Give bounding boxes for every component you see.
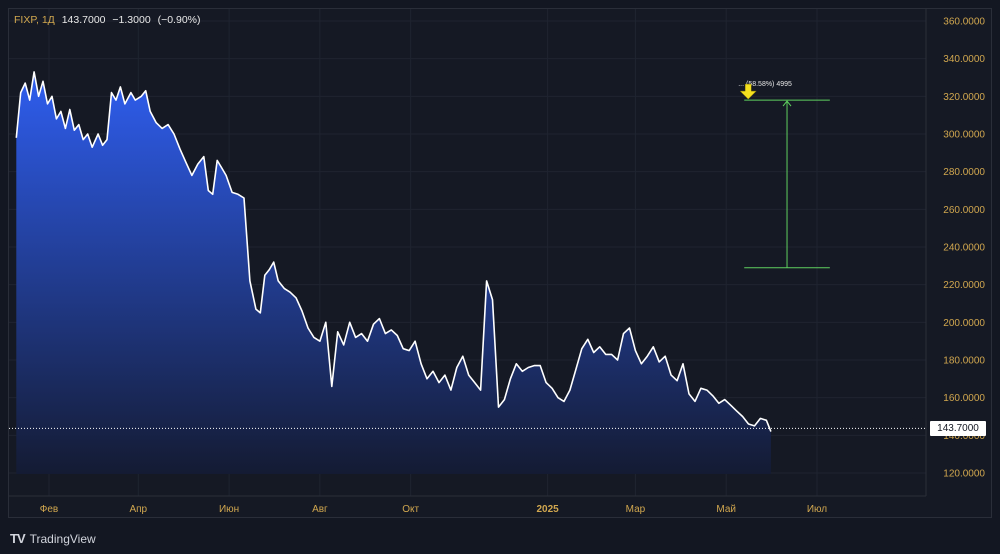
y-tick-label: 260.0000 xyxy=(943,205,985,216)
symbol-legend: FIXP, 1Д 143.7000 −1.3000 (−0.90%) xyxy=(14,14,201,26)
area-layer xyxy=(15,71,772,475)
measure-label: ... (58.58%) 4995 xyxy=(738,81,792,88)
y-tick-label: 180.0000 xyxy=(943,356,985,367)
time-axis[interactable]: Фев Апр Июн Авг Окт 2025 Мар Май Июл xyxy=(9,495,926,515)
change-percent: (−0.90%) xyxy=(157,14,201,26)
price-range-tool[interactable]: ... (58.58%) 4995 xyxy=(738,81,830,269)
x-tick-label: Авг xyxy=(312,504,328,515)
x-tick-label: 2025 xyxy=(536,504,559,515)
y-tick-label: 320.0000 xyxy=(943,92,985,103)
y-tick-label: 120.0000 xyxy=(943,469,985,480)
tradingview-logo-icon: TV xyxy=(10,531,26,546)
x-tick-label: Май xyxy=(716,504,736,515)
y-tick-label: 240.0000 xyxy=(943,243,985,254)
last-price-tag: 143.7000 xyxy=(930,420,986,436)
x-tick-label: Фев xyxy=(40,504,58,515)
x-tick-label: Окт xyxy=(402,504,419,515)
brand[interactable]: TV TradingView xyxy=(10,531,96,546)
series-line[interactable] xyxy=(15,71,772,432)
y-tick-label: 140.0000 xyxy=(943,431,985,442)
y-tick-label: 200.0000 xyxy=(943,318,985,329)
y-tick-label: 280.0000 xyxy=(943,167,985,178)
x-tick-label: Мар xyxy=(626,504,646,515)
x-tick-label: Июл xyxy=(807,504,827,515)
price-axis[interactable]: 120.0000 140.0000 160.0000 180.0000 200.0000… xyxy=(925,9,985,496)
y-tick-label: 300.0000 xyxy=(943,130,985,141)
series-area-fill xyxy=(16,71,771,475)
y-tick-label: 340.0000 xyxy=(943,54,985,65)
change-value: −1.3000 xyxy=(112,14,151,26)
x-tick-label: Июн xyxy=(219,504,239,515)
y-tick-label: 160.0000 xyxy=(943,393,985,404)
measure-arrowhead xyxy=(782,100,792,107)
y-tick-label: 360.0000 xyxy=(943,17,985,28)
symbol-label[interactable]: FIXP, 1Д xyxy=(14,14,55,26)
arrow-down-icon[interactable] xyxy=(739,83,757,100)
x-tick-label: Апр xyxy=(129,504,147,515)
last-price-value: 143.7000 xyxy=(61,14,106,26)
y-tick-label: 220.0000 xyxy=(943,280,985,291)
brand-name: TradingView xyxy=(29,531,96,546)
